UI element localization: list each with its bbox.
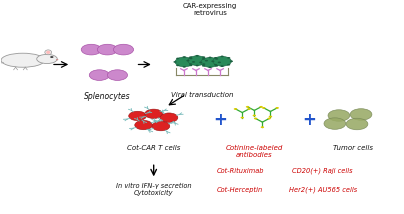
Circle shape — [227, 64, 230, 66]
Text: Splenocytes: Splenocytes — [84, 92, 131, 101]
Circle shape — [346, 118, 368, 130]
Circle shape — [205, 60, 208, 61]
Circle shape — [175, 57, 194, 67]
Circle shape — [247, 108, 251, 110]
Circle shape — [324, 118, 346, 129]
Text: In vitro IFN-γ secretion
Cytotoxicity: In vitro IFN-γ secretion Cytotoxicity — [116, 183, 191, 196]
Text: Tumor cells: Tumor cells — [333, 145, 373, 151]
Circle shape — [196, 65, 199, 66]
Circle shape — [234, 108, 237, 110]
Circle shape — [202, 65, 205, 67]
Circle shape — [211, 60, 215, 62]
Text: +: + — [213, 111, 227, 129]
Circle shape — [183, 66, 186, 68]
Circle shape — [218, 61, 221, 63]
Text: CD20(+) Raji cells: CD20(+) Raji cells — [292, 168, 353, 174]
Circle shape — [189, 63, 192, 65]
Ellipse shape — [46, 51, 50, 54]
Circle shape — [276, 107, 279, 109]
Ellipse shape — [37, 54, 57, 64]
Text: Cot-Rituximab: Cot-Rituximab — [217, 168, 264, 174]
Circle shape — [89, 70, 109, 80]
Ellipse shape — [45, 50, 52, 55]
Circle shape — [196, 55, 199, 57]
Circle shape — [81, 44, 101, 55]
Ellipse shape — [1, 53, 44, 67]
Text: Cot-Herceptin: Cot-Herceptin — [217, 187, 263, 193]
Circle shape — [246, 106, 249, 108]
Circle shape — [230, 60, 233, 62]
Circle shape — [208, 66, 212, 68]
Circle shape — [129, 111, 146, 121]
Circle shape — [186, 60, 189, 61]
Circle shape — [214, 64, 217, 66]
Circle shape — [189, 58, 192, 59]
Text: Her2(+) AU565 cells: Her2(+) AU565 cells — [289, 187, 357, 193]
Circle shape — [208, 57, 212, 58]
Text: +: + — [302, 111, 316, 129]
Circle shape — [259, 106, 263, 108]
Circle shape — [152, 122, 170, 131]
Circle shape — [107, 70, 128, 80]
Circle shape — [227, 57, 230, 59]
Circle shape — [176, 65, 179, 66]
Text: Viral transduction: Viral transduction — [171, 92, 233, 98]
Circle shape — [221, 65, 224, 67]
Circle shape — [176, 58, 179, 59]
Circle shape — [350, 109, 372, 120]
Circle shape — [56, 59, 58, 60]
Circle shape — [269, 116, 272, 117]
Circle shape — [183, 56, 186, 58]
Circle shape — [221, 56, 224, 57]
Circle shape — [215, 58, 218, 60]
Circle shape — [261, 126, 264, 128]
Circle shape — [189, 56, 192, 58]
Circle shape — [254, 118, 257, 119]
Circle shape — [328, 110, 350, 121]
Circle shape — [145, 109, 162, 119]
Circle shape — [214, 57, 217, 59]
Circle shape — [252, 114, 256, 116]
Circle shape — [199, 61, 202, 63]
Circle shape — [202, 63, 205, 65]
Circle shape — [215, 65, 218, 67]
Circle shape — [189, 65, 192, 66]
Circle shape — [262, 107, 265, 109]
Circle shape — [192, 61, 195, 63]
Text: Cot-CAR T cells: Cot-CAR T cells — [127, 145, 180, 151]
Circle shape — [50, 56, 53, 58]
Circle shape — [135, 120, 152, 130]
Circle shape — [267, 118, 271, 119]
Circle shape — [160, 113, 178, 122]
Circle shape — [173, 61, 177, 63]
Circle shape — [202, 56, 205, 58]
Circle shape — [240, 117, 244, 119]
Circle shape — [97, 44, 118, 55]
Circle shape — [188, 56, 206, 65]
Circle shape — [213, 56, 231, 66]
Circle shape — [202, 58, 205, 60]
Text: CAR-expressing
retrovirus: CAR-expressing retrovirus — [183, 3, 237, 16]
Circle shape — [201, 58, 219, 67]
Circle shape — [114, 44, 134, 55]
Text: Cotinine-labeled
antibodies: Cotinine-labeled antibodies — [226, 145, 283, 158]
